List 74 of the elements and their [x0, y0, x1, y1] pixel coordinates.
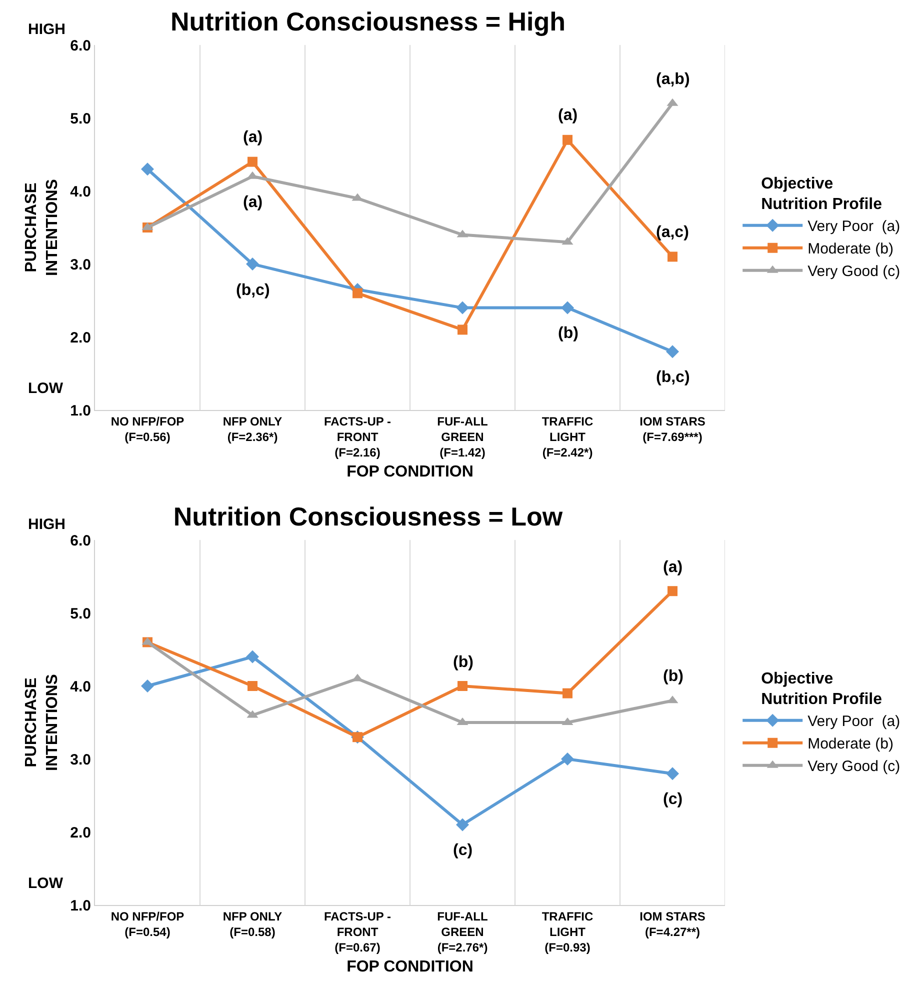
point: [562, 688, 572, 698]
y-tick-label: 6.0: [70, 532, 91, 550]
point: [248, 681, 258, 691]
point: [561, 752, 574, 766]
point: [666, 767, 679, 780]
legend-label: Moderate (b): [808, 240, 894, 258]
x-axis-title: FOP CONDITION: [346, 463, 474, 480]
point: [248, 156, 258, 167]
x-axis-title: FOP CONDITION: [346, 958, 474, 976]
y-tick-label: 6.0: [70, 37, 91, 54]
annotation: (a): [243, 194, 263, 211]
y-tick-label: 1.0: [70, 897, 91, 914]
y-tick-label: 4.0: [70, 678, 91, 696]
y-tick-label: 2.0: [70, 824, 91, 842]
point: [141, 680, 154, 692]
x-tick-label: FUF-ALL GREEN (F=1.42): [437, 414, 488, 460]
point: [458, 324, 468, 335]
point: [561, 301, 574, 314]
y-tick-label: 5.0: [70, 110, 91, 128]
annotation: (b,c): [656, 369, 690, 386]
y-tick-label: 4.0: [70, 183, 91, 200]
legend-label: Very Good (c): [808, 758, 900, 776]
point: [246, 258, 259, 270]
y-tick-label: 3.0: [70, 751, 91, 768]
x-tick-label: FACTS-UP - FRONT (F=2.16): [324, 414, 392, 460]
y-axis-title: PURCHASE INTENTIONS: [23, 178, 62, 276]
y-tick-label: 1.0: [70, 402, 91, 420]
chart-title: Nutrition Consciousness = High: [170, 6, 566, 37]
x-tick-label: NO NFP/FOP (F=0.56): [110, 414, 184, 444]
text: LOW: [28, 380, 64, 397]
legend-label: Moderate (b): [808, 736, 894, 753]
y-tick-label: 3.0: [70, 256, 91, 274]
point: [562, 134, 572, 145]
x-tick-label: NFP ONLY (F=2.36*): [222, 414, 282, 444]
point: [456, 818, 469, 832]
annotation: (b,c): [236, 282, 270, 299]
x-tick-label: FUF-ALL GREEN (F=2.76*): [437, 909, 488, 955]
y-axis-title: PURCHASE INTENTIONS: [23, 674, 62, 771]
x-tick-label: NO NFP/FOP (F=0.54): [110, 909, 184, 939]
x-tick-label: IOM STARS (F=7.69***): [640, 414, 706, 444]
annotation: (a,b): [656, 71, 690, 88]
annotation: (b): [453, 654, 474, 671]
text: HIGH: [28, 516, 66, 533]
annotation: (a): [663, 559, 683, 576]
annotation: (c): [453, 842, 473, 859]
annotation: (b): [663, 668, 684, 685]
annotation: (a,c): [656, 224, 689, 241]
point: [141, 162, 154, 176]
legend-label: Very Poor (a): [808, 713, 900, 730]
point: [668, 252, 678, 262]
point: [456, 301, 469, 314]
y-tick-label: 2.0: [70, 329, 91, 346]
annotation: (c): [663, 791, 683, 808]
point: [668, 586, 678, 596]
annotation: (a): [243, 129, 263, 146]
y-tick-label: 5.0: [70, 605, 91, 622]
legend-title: Objective Nutrition Profile: [761, 175, 882, 214]
legend-label: Very Poor (a): [808, 218, 900, 236]
x-tick-label: FACTS-UP - FRONT (F=0.67): [324, 909, 392, 955]
legend-title: Objective Nutrition Profile: [761, 670, 882, 708]
point: [666, 345, 679, 358]
text: LOW: [28, 875, 64, 892]
point: [458, 681, 468, 691]
x-tick-label: IOM STARS (F=4.27**): [640, 909, 706, 939]
point: [246, 650, 259, 664]
x-tick-label: NFP ONLY (F=0.58): [222, 909, 282, 939]
x-tick-label: TRAFFIC LIGHT (F=0.93): [542, 909, 594, 955]
chart-title: Nutrition Consciousness = Low: [173, 502, 564, 532]
point: [352, 288, 362, 298]
x-tick-label: TRAFFIC LIGHT (F=2.42*): [542, 414, 594, 460]
annotation: (b): [558, 325, 578, 342]
legend-label: Very Good (c): [808, 263, 900, 280]
text: HIGH: [28, 21, 66, 38]
annotation: (a): [558, 107, 578, 124]
